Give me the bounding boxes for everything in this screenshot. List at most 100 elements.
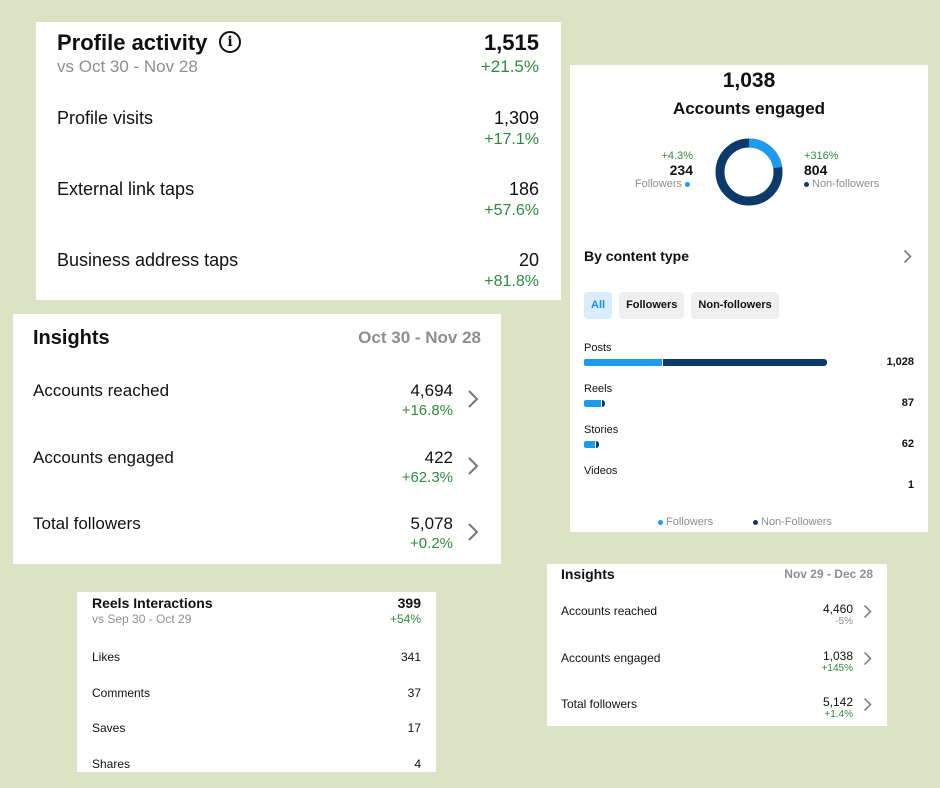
- total-followers-row[interactable]: Total followers 5,142 +1.4%: [561, 695, 873, 729]
- row-value: 5,142: [822, 695, 853, 709]
- row-value: 20: [518, 250, 539, 270]
- profile-activity-total-change: +21.5%: [480, 57, 539, 76]
- donut-followers: [715, 138, 783, 206]
- legend-followers: Followers: [666, 516, 714, 528]
- tab-all[interactable]: All: [584, 292, 613, 319]
- non-followers-dot-icon: [804, 181, 809, 187]
- row-value: 341: [400, 650, 421, 664]
- row-value: 4,460: [822, 602, 853, 616]
- engagement-donut: [715, 138, 783, 206]
- row-value: 1,309: [493, 108, 539, 128]
- chevron-right-icon[interactable]: [467, 389, 479, 409]
- followers-value: 234: [669, 162, 693, 178]
- row-change: +17.1%: [484, 131, 539, 148]
- profile-activity-comparison: vs Oct 30 - Nov 28: [57, 57, 198, 76]
- bar-non-followers: [595, 441, 599, 448]
- legend-non-followers: Non-Followers: [761, 516, 832, 528]
- row-value: 1,038: [822, 649, 853, 663]
- row-label: Comments: [92, 686, 151, 700]
- external-link-taps-row: External link taps 186 +57.6%: [57, 179, 539, 229]
- row-change: +1.4%: [824, 709, 853, 720]
- accounts-engaged-label: Accounts engaged: [672, 99, 826, 118]
- reels-interactions-total: 399: [397, 595, 421, 611]
- followers-stat: +4.3% 234 Followers: [635, 150, 693, 190]
- row-label: Total followers: [561, 697, 638, 711]
- chevron-right-icon[interactable]: [863, 604, 872, 619]
- content-row-reels: Reels 87: [584, 383, 914, 423]
- row-change: +57.6%: [484, 202, 539, 219]
- non-followers-label: Non-followers: [812, 178, 880, 190]
- bar-followers: [584, 400, 602, 407]
- content-bar: [584, 441, 599, 448]
- by-content-type-heading[interactable]: By content type: [584, 248, 690, 264]
- insights-title: Insights: [33, 327, 110, 349]
- info-icon[interactable]: i: [219, 31, 241, 53]
- profile-activity-title: Profile activity: [57, 30, 208, 55]
- reels-interactions-card: Reels Interactions vs Sep 30 - Oct 29 39…: [77, 592, 436, 772]
- profile-activity-card: Profile activity i vs Oct 30 - Nov 28 1,…: [36, 22, 561, 300]
- non-followers-value: 804: [804, 162, 828, 178]
- row-change: +81.8%: [484, 273, 539, 290]
- row-label: External link taps: [57, 179, 195, 199]
- content-bar: [584, 400, 605, 407]
- content-value: 87: [901, 397, 914, 409]
- likes-row: Likes 341: [92, 650, 421, 670]
- content-value: 1: [907, 479, 914, 491]
- row-value: 422: [424, 448, 453, 467]
- total-followers-row[interactable]: Total followers 5,078 +0.2%: [33, 514, 481, 562]
- insights-date-range: Nov 29 - Dec 28: [784, 567, 873, 581]
- content-label: Videos: [584, 465, 618, 477]
- chevron-right-icon[interactable]: [863, 651, 872, 666]
- content-value: 1,028: [886, 356, 914, 368]
- chevron-right-icon[interactable]: [467, 456, 479, 476]
- content-label: Reels: [584, 383, 613, 395]
- saves-row: Saves 17: [92, 721, 421, 741]
- bar-followers: [584, 359, 662, 366]
- bar-followers: [584, 441, 595, 448]
- row-label: Accounts reached: [561, 604, 658, 618]
- row-label: Business address taps: [57, 250, 239, 270]
- insights-card-large: Insights Oct 30 - Nov 28 Accounts reache…: [13, 314, 501, 564]
- row-label: Accounts engaged: [561, 651, 661, 665]
- non-followers-stat: +316% 804 Non-followers: [804, 150, 879, 190]
- accounts-engaged-total: 1,038: [722, 69, 776, 92]
- accounts-engaged-row[interactable]: Accounts engaged 1,038 +145%: [561, 649, 873, 683]
- content-row-stories: Stories 62: [584, 424, 914, 464]
- accounts-reached-row[interactable]: Accounts reached 4,460 -5%: [561, 602, 873, 636]
- content-label: Posts: [584, 342, 612, 354]
- content-label: Stories: [584, 424, 619, 436]
- accounts-engaged-card: 1,038 Accounts engaged +4.3% 234 Followe…: [570, 65, 928, 532]
- row-label: Accounts reached: [33, 381, 170, 400]
- chevron-right-icon[interactable]: [903, 249, 912, 264]
- content-bar: [584, 359, 827, 366]
- row-value: 5,078: [410, 514, 453, 533]
- chevron-right-icon[interactable]: [467, 522, 479, 542]
- reels-interactions-title: Reels Interactions: [92, 595, 213, 611]
- followers-dot-icon: [685, 181, 690, 187]
- accounts-reached-row[interactable]: Accounts reached 4,694 +16.8%: [33, 381, 481, 429]
- reels-interactions-total-change: +54%: [389, 612, 421, 626]
- insights-date-range: Oct 30 - Nov 28: [358, 328, 481, 347]
- row-change: +62.3%: [401, 469, 453, 486]
- row-value: 4,694: [410, 381, 453, 400]
- shares-row: Shares 4: [92, 757, 421, 777]
- tab-followers[interactable]: Followers: [619, 292, 685, 319]
- profile-visits-row: Profile visits 1,309 +17.1%: [57, 108, 539, 158]
- comments-row: Comments 37: [92, 686, 421, 706]
- row-change: +145%: [821, 663, 853, 674]
- accounts-engaged-row[interactable]: Accounts engaged 422 +62.3%: [33, 448, 481, 496]
- profile-activity-total: 1,515: [483, 30, 539, 55]
- tab-non-followers[interactable]: Non-followers: [691, 292, 779, 319]
- row-label: Saves: [92, 721, 126, 735]
- row-change: -5%: [835, 616, 853, 627]
- bar-non-followers: [662, 359, 827, 366]
- row-value: 37: [407, 686, 421, 700]
- content-row-videos: Videos 1: [584, 465, 914, 505]
- chevron-right-icon[interactable]: [863, 697, 872, 712]
- followers-dot-icon: [658, 519, 663, 525]
- row-label: Accounts engaged: [33, 448, 174, 467]
- content-row-posts: Posts 1,028: [584, 342, 914, 382]
- row-value: 17: [407, 721, 421, 735]
- business-address-taps-row: Business address taps 20 +81.8%: [57, 250, 539, 300]
- row-label: Profile visits: [57, 108, 154, 128]
